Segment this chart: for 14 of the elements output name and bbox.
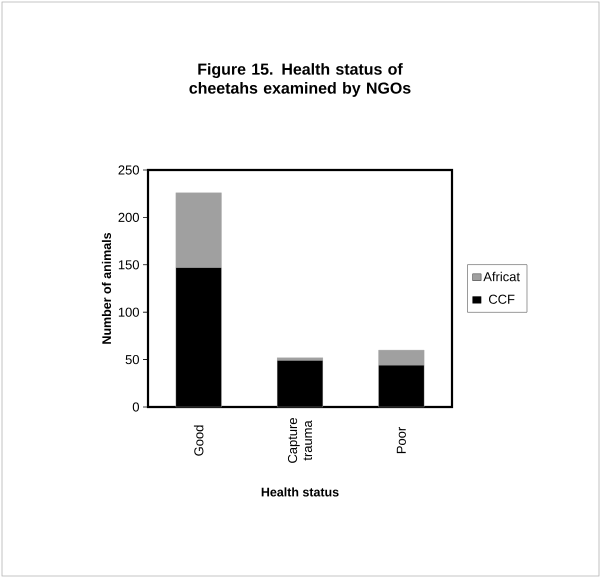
y-tick-label: 250 (118, 165, 139, 175)
x-tick-label: Capture trauma (288, 418, 312, 463)
legend-label: Africat (483, 272, 520, 282)
y-tick-label: 100 (118, 308, 139, 317)
y-tick-label: 150 (118, 260, 139, 270)
legend-label: CCF (489, 294, 514, 304)
y-tick-label: 50 (126, 354, 139, 364)
y-tick-label: 200 (118, 212, 139, 222)
chart-title: Figure 15. Health status of cheetahs examined by NGOs (189, 63, 410, 97)
x-tick-label: Poor (396, 427, 406, 454)
x-tick-label: Good (194, 425, 204, 456)
y-axis-title: Number of animals (102, 232, 112, 344)
x-axis-title: Health status (262, 487, 339, 496)
y-tick-label: 0 (132, 402, 139, 412)
